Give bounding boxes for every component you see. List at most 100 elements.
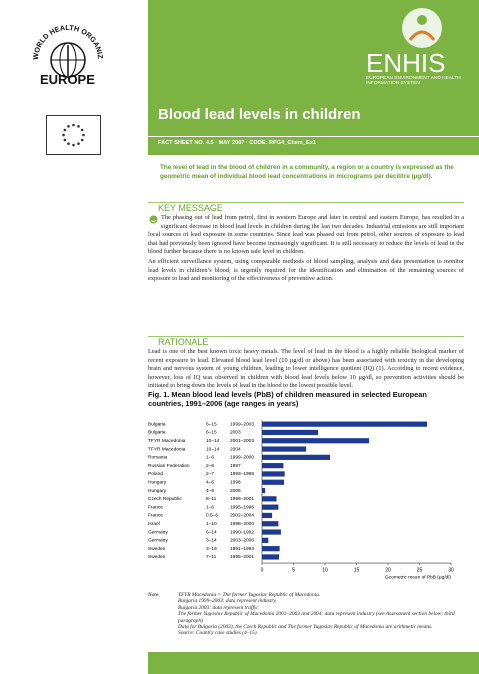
who-name-path: WORLD HEALTH ORGANIZATION [28,18,105,60]
category-label: TFYR Macedonia [148,438,186,444]
age-label: 4–6 [206,480,214,486]
title: Blood lead levels in children [158,106,361,123]
bar [262,529,281,535]
x-tick-label: 20 [385,567,391,573]
bar [262,496,277,502]
paragraph: Lead is one of the best known toxic heav… [148,348,464,390]
age-label: 6–15 [206,430,217,436]
bar [262,454,331,460]
bar [262,479,285,485]
period-label: 2003 [230,430,241,436]
age-label: 8–11 [206,496,217,502]
bar [262,554,280,560]
bar [262,504,279,510]
period-label: 2004 [230,446,241,452]
age-label: 2–6 [206,463,214,469]
who-logo: WORLD HEALTH ORGANIZATION [28,18,105,78]
x-axis-label: Geometric mean of PbB (µg/dl) [385,574,452,580]
intro: The level of lead in the blood of childr… [160,164,454,180]
category-label: Bulgaria [148,421,166,427]
period-label: 1996 [230,480,241,486]
age-label: 7–11 [206,554,217,560]
period-label: 1999–2003 [230,421,254,427]
note-line: Bulgaria 2003: data represent traffic [178,604,258,611]
notes-label: Note. [148,592,160,598]
enhis: ENHIS [366,48,446,78]
category-label: Czech Republic [148,496,182,502]
smiley-icon [149,215,158,224]
bar [262,463,284,469]
category-label: Sweden [148,546,166,552]
period-label: 1998–2000 [230,521,254,527]
paragraph: An efficient surveillance system, using … [148,257,464,283]
bar [262,446,307,452]
period-label: 2001–2003 [230,438,254,444]
period-label: 1997 [230,463,241,469]
age-label: 0.5–6 [206,513,218,519]
note-source: Source: Country case studies (4–15). [178,630,258,637]
period-label: 1995–2001 [230,554,254,560]
footer-bar [148,652,479,674]
age-label: 3–19 [206,546,217,552]
period-label: 2006 [230,488,241,494]
bar [262,471,285,477]
period-label: 1996–2001 [230,496,254,502]
age-label: 1–10 [206,521,217,527]
period-label: 1995–1996 [230,504,254,510]
category-label: Romania [148,455,168,461]
category-label: France [148,504,163,510]
age-label: 10–14 [206,446,220,452]
note-line: TFYR Macedonia = The former Yugoslav Rep… [178,592,321,598]
category-label: Hungary [148,480,167,486]
category-label: Bulgaria [148,430,166,436]
age-label: 6–15 [206,421,217,427]
category-label: France [148,513,163,519]
bar [262,546,280,552]
category-label: Poland [148,471,163,477]
x-tick-label: 25 [417,567,423,573]
bar [262,438,370,444]
rationale: Lead is one of the best known toxic heav… [148,348,464,392]
period-label: 1999–2000 [230,455,254,461]
notes: TFYR Macedonia = The former Yugoslav Rep… [178,592,458,637]
x-tick-label: 30 [448,567,454,573]
note-line: Bulgaria 1999–2003: data represent indus… [178,598,276,605]
paragraph: The phasing out of lead from petrol, fir… [148,214,464,256]
bar [262,512,273,519]
age-label: 6–14 [206,529,217,535]
x-tick-label: 5 [292,567,295,573]
key-message: The phasing out of lead from petrol, fir… [148,214,464,285]
x-tick-label: 15 [354,567,360,573]
chart-title: Fig. 1. Mean blood lead levels (PbB) of … [148,390,427,408]
section-heading: RATIONALE [148,336,464,347]
age-label: 4–6 [206,488,214,494]
meta: FACT SHEET NO. 4.5 · MAY 2007 · CODE: RP… [158,140,316,146]
enhis-icon [402,8,442,48]
category-label: Sweden [148,554,166,560]
age-label: 1–6 [206,455,214,461]
period-label: 2002–2004 [230,513,254,519]
category-label: TFYR Macedonia [148,446,186,452]
note-line: The former Yugoslav Republic of Macedoni… [178,611,455,624]
age-label: 1–6 [206,504,214,510]
bar [262,521,279,527]
x-tick-label: 10 [322,567,328,573]
category-label: Russian Federation [148,463,190,469]
category-label: Germany [148,529,168,535]
x-tick-label: 0 [261,567,264,573]
category-label: Israel [148,521,160,527]
chart: Bulgaria 6–15 1999–2003 Bulgaria 6–15 2003 TFY… [148,420,454,580]
bar [262,429,319,436]
who-region: EUROPE [40,72,95,87]
bar [262,421,428,427]
who-name: WORLD HEALTH ORGANIZATION [28,18,105,60]
category-label: Hungary [148,488,167,494]
category-label: Germany [148,538,168,544]
enhis-full: EUROPEAN ENVIRONMENT AND HEALTH INFORMAT… [366,76,461,86]
period-label: 1991–1994 [230,546,254,552]
section-heading: KEY MESSAGE [148,202,464,213]
bar [262,487,266,494]
age-label: 3–14 [206,538,217,544]
period-label: 2003–2006 [230,538,254,544]
